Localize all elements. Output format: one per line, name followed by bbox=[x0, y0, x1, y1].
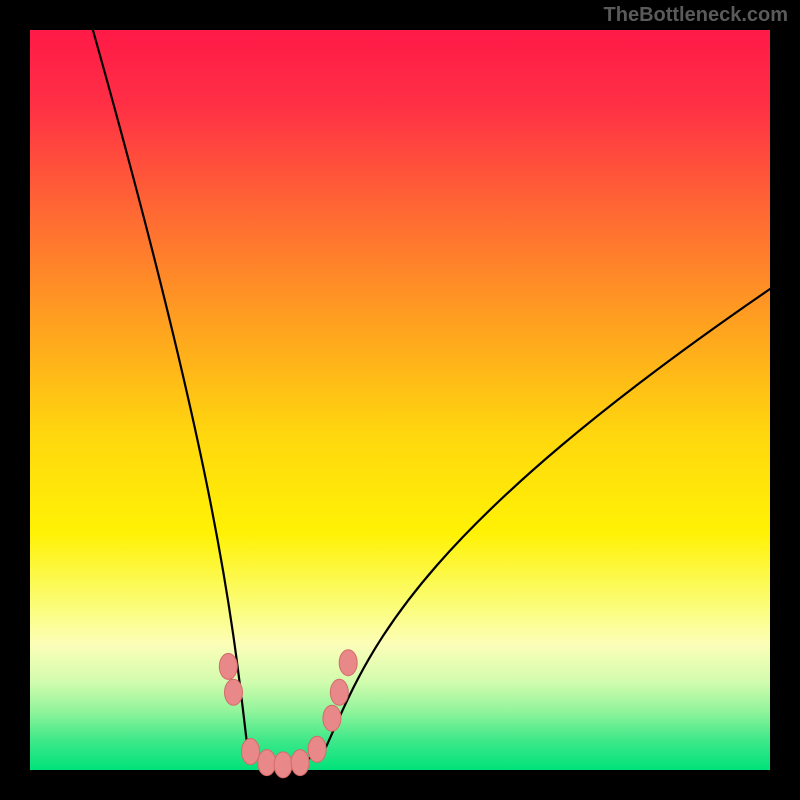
watermark-text: TheBottleneck.com bbox=[604, 4, 788, 27]
chart-container: TheBottleneck.com bbox=[0, 0, 800, 800]
plot-area bbox=[30, 30, 770, 770]
